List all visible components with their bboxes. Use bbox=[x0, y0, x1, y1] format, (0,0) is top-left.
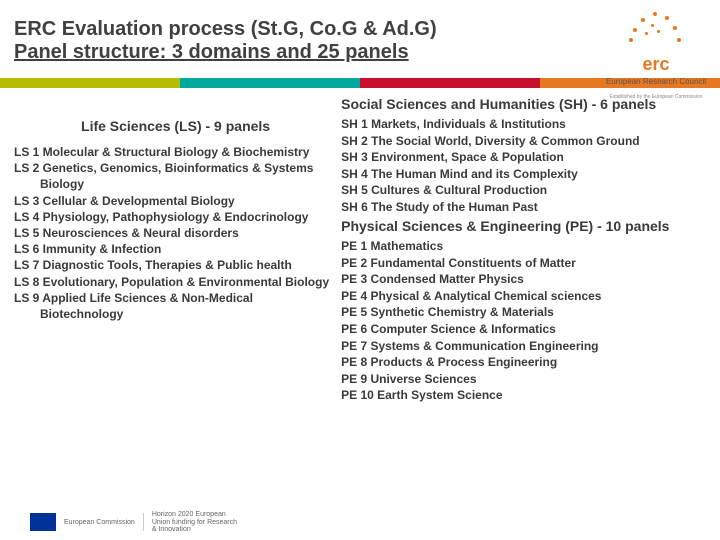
logo-tagline: Established by the European Commission bbox=[606, 94, 706, 100]
list-item: LS 9 Applied Life Sciences & Non-Medical… bbox=[14, 290, 337, 322]
list-item: SH 1 Markets, Individuals & Institutions bbox=[341, 116, 710, 133]
title-line2: Panel structure: 3 domains and 25 panels bbox=[14, 41, 706, 64]
header: ERC Evaluation process (St.G, Co.G & Ad.… bbox=[0, 0, 720, 68]
list-item: PE 9 Universe Sciences bbox=[341, 371, 710, 388]
title-line1: ERC Evaluation process (St.G, Co.G & Ad.… bbox=[14, 18, 706, 41]
list-item: LS 5 Neurosciences & Neural disorders bbox=[14, 225, 337, 241]
left-column: Life Sciences (LS) - 9 panels LS 1 Molec… bbox=[14, 92, 341, 404]
list-item: LS 6 Immunity & Infection bbox=[14, 241, 337, 257]
list-item: LS 7 Diagnostic Tools, Therapies & Publi… bbox=[14, 257, 337, 273]
list-item: PE 5 Synthetic Chemistry & Materials bbox=[341, 304, 710, 321]
list-item: PE 4 Physical & Analytical Chemical scie… bbox=[341, 288, 710, 305]
list-item: PE 10 Earth System Science bbox=[341, 387, 710, 404]
pe-title: Physical Sciences & Engineering (PE) - 1… bbox=[341, 218, 710, 234]
list-item: PE 8 Products & Process Engineering bbox=[341, 354, 710, 371]
footer: European Commission Horizon 2020 Europea… bbox=[30, 511, 242, 534]
erc-logo: erc European Research Council Establishe… bbox=[606, 10, 706, 100]
list-item: PE 3 Condensed Matter Physics bbox=[341, 271, 710, 288]
list-item: PE 1 Mathematics bbox=[341, 238, 710, 255]
list-item: SH 3 Environment, Space & Population bbox=[341, 149, 710, 166]
eu-flag-icon bbox=[30, 513, 56, 531]
list-item: SH 2 The Social World, Diversity & Commo… bbox=[341, 133, 710, 150]
footer-org: European Commission bbox=[64, 519, 135, 527]
erc-logo-icon bbox=[627, 10, 685, 54]
list-item: LS 4 Physiology, Pathophysiology & Endoc… bbox=[14, 209, 337, 225]
logo-abbrev: erc bbox=[606, 54, 706, 75]
logo-name: European Research Council bbox=[606, 77, 706, 86]
right-column: Social Sciences and Humanities (SH) - 6 … bbox=[341, 92, 710, 404]
ls-title: Life Sciences (LS) - 9 panels bbox=[14, 114, 337, 140]
list-item: SH 6 The Study of the Human Past bbox=[341, 199, 710, 216]
list-item: LS 8 Evolutionary, Population & Environm… bbox=[14, 274, 337, 290]
list-item: LS 3 Cellular & Developmental Biology bbox=[14, 193, 337, 209]
content: Life Sciences (LS) - 9 panels LS 1 Molec… bbox=[0, 88, 720, 404]
ls-list: LS 1 Molecular & Structural Biology & Bi… bbox=[14, 144, 337, 322]
footer-prog: Horizon 2020 European Union funding for … bbox=[152, 511, 242, 534]
list-item: LS 1 Molecular & Structural Biology & Bi… bbox=[14, 144, 337, 160]
list-item: PE 7 Systems & Communication Engineering bbox=[341, 338, 710, 355]
list-item: SH 4 The Human Mind and its Complexity bbox=[341, 166, 710, 183]
sh-list: SH 1 Markets, Individuals & Institutions… bbox=[341, 116, 710, 215]
list-item: LS 2 Genetics, Genomics, Bioinformatics … bbox=[14, 160, 337, 192]
list-item: PE 2 Fundamental Constituents of Matter bbox=[341, 255, 710, 272]
pe-list: PE 1 MathematicsPE 2 Fundamental Constit… bbox=[341, 238, 710, 403]
list-item: SH 5 Cultures & Cultural Production bbox=[341, 182, 710, 199]
list-item: PE 6 Computer Science & Informatics bbox=[341, 321, 710, 338]
